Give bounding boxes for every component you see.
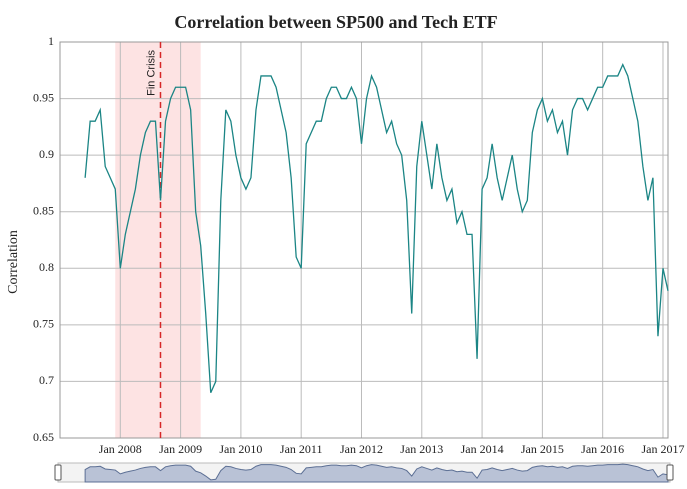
- y-tick-label: 0.7: [39, 373, 54, 387]
- plot-frame: [59, 41, 669, 439]
- y-tick-label: 0.8: [39, 260, 54, 274]
- range-slider-line: [84, 463, 669, 483]
- x-tick-label: Jan 2017: [641, 442, 684, 456]
- x-tick-label: Jan 2013: [400, 442, 443, 456]
- y-tick-label: 0.85: [33, 203, 54, 217]
- y-tick-label: 0.9: [39, 147, 54, 161]
- annotation-text: Fin Crisis: [145, 50, 157, 96]
- x-tick-label: Jan 2008: [99, 442, 142, 456]
- chart-title: Correlation between SP500 and Tech ETF: [174, 12, 497, 32]
- y-tick-label: 0.65: [33, 430, 54, 444]
- range-slider-handle[interactable]: [666, 464, 674, 481]
- highlight-region: [115, 42, 201, 438]
- line: [84, 63, 669, 394]
- x-tick-label: Jan 2016: [581, 442, 624, 456]
- y-axis-label: Correlation: [6, 230, 21, 294]
- x-tick-label: Jan 2009: [159, 442, 202, 456]
- range-slider-handle[interactable]: [54, 464, 62, 481]
- y-tick-label: 1: [48, 34, 54, 48]
- x-tick-label: Jan 2014: [461, 442, 504, 456]
- x-tick-label: Jan 2010: [219, 442, 262, 456]
- y-tick-label: 0.75: [33, 317, 54, 331]
- y-tick-label: 0.95: [33, 90, 54, 104]
- x-tick-label: Jan 2011: [280, 442, 323, 456]
- x-tick-label: Jan 2012: [340, 442, 383, 456]
- x-tick-label: Jan 2015: [521, 442, 564, 456]
